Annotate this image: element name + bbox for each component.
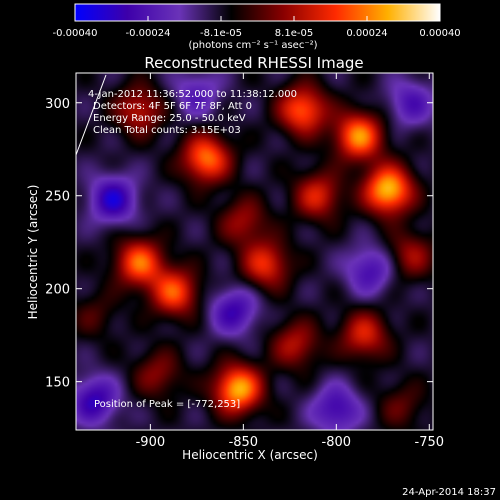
colorbar-tick-label: 0.00040 xyxy=(419,28,460,39)
chart-title: Reconstructed RHESSI Image xyxy=(144,54,363,72)
x-tick-label: -800 xyxy=(322,435,352,450)
y-axis: 150 200 250 300 xyxy=(45,97,433,391)
colorbar-tick-label: -8.1e-05 xyxy=(200,28,242,39)
colorbar-tick-label: 0.00024 xyxy=(346,28,387,39)
info-detectors: Detectors: 4F 5F 6F 7F 8F, Att 0 xyxy=(93,101,252,112)
y-tick-label: 150 xyxy=(45,376,70,391)
x-tick-label: -750 xyxy=(415,435,445,450)
footer-timestamp: 24-Apr-2014 18:37 xyxy=(402,487,496,498)
heatmap-image xyxy=(76,73,433,430)
colorbar-tick-label: -0.00024 xyxy=(126,28,171,39)
colorbar-tick-label: -0.00040 xyxy=(53,28,98,39)
colorbar-tick-label: 8.1e-05 xyxy=(275,28,313,39)
colorbar-units-label: (photons cm⁻² s⁻¹ asec⁻²) xyxy=(188,40,317,51)
y-tick-label: 200 xyxy=(45,283,70,298)
info-clean-counts: Clean Total counts: 3.15E+03 xyxy=(93,125,241,136)
x-tick-label: -900 xyxy=(136,435,166,450)
peak-position-label: Position of Peak = [-772,253] xyxy=(94,399,240,410)
y-axis-title: Heliocentric Y (arcsec) xyxy=(26,185,40,320)
info-block: 4-Jan-2012 11:36:52.000 to 11:38:12.000 … xyxy=(88,89,297,136)
x-axis: -900 -850 -800 -750 xyxy=(136,73,444,450)
x-axis-title: Heliocentric X (arcsec) xyxy=(182,448,318,462)
colorbar xyxy=(74,3,441,22)
x-tick-label: -850 xyxy=(229,435,259,450)
y-tick-label: 300 xyxy=(45,97,70,112)
info-energy-range: Energy Range: 25.0 - 50.0 keV xyxy=(93,113,246,124)
plot-frame xyxy=(75,72,434,431)
limb-line xyxy=(76,74,107,156)
info-time-range: 4-Jan-2012 11:36:52.000 to 11:38:12.000 xyxy=(88,89,297,100)
y-tick-label: 250 xyxy=(45,190,70,205)
colorbar-ticks: -0.00040 -0.00024 -8.1e-05 8.1e-05 0.00024 0.… xyxy=(53,16,461,39)
